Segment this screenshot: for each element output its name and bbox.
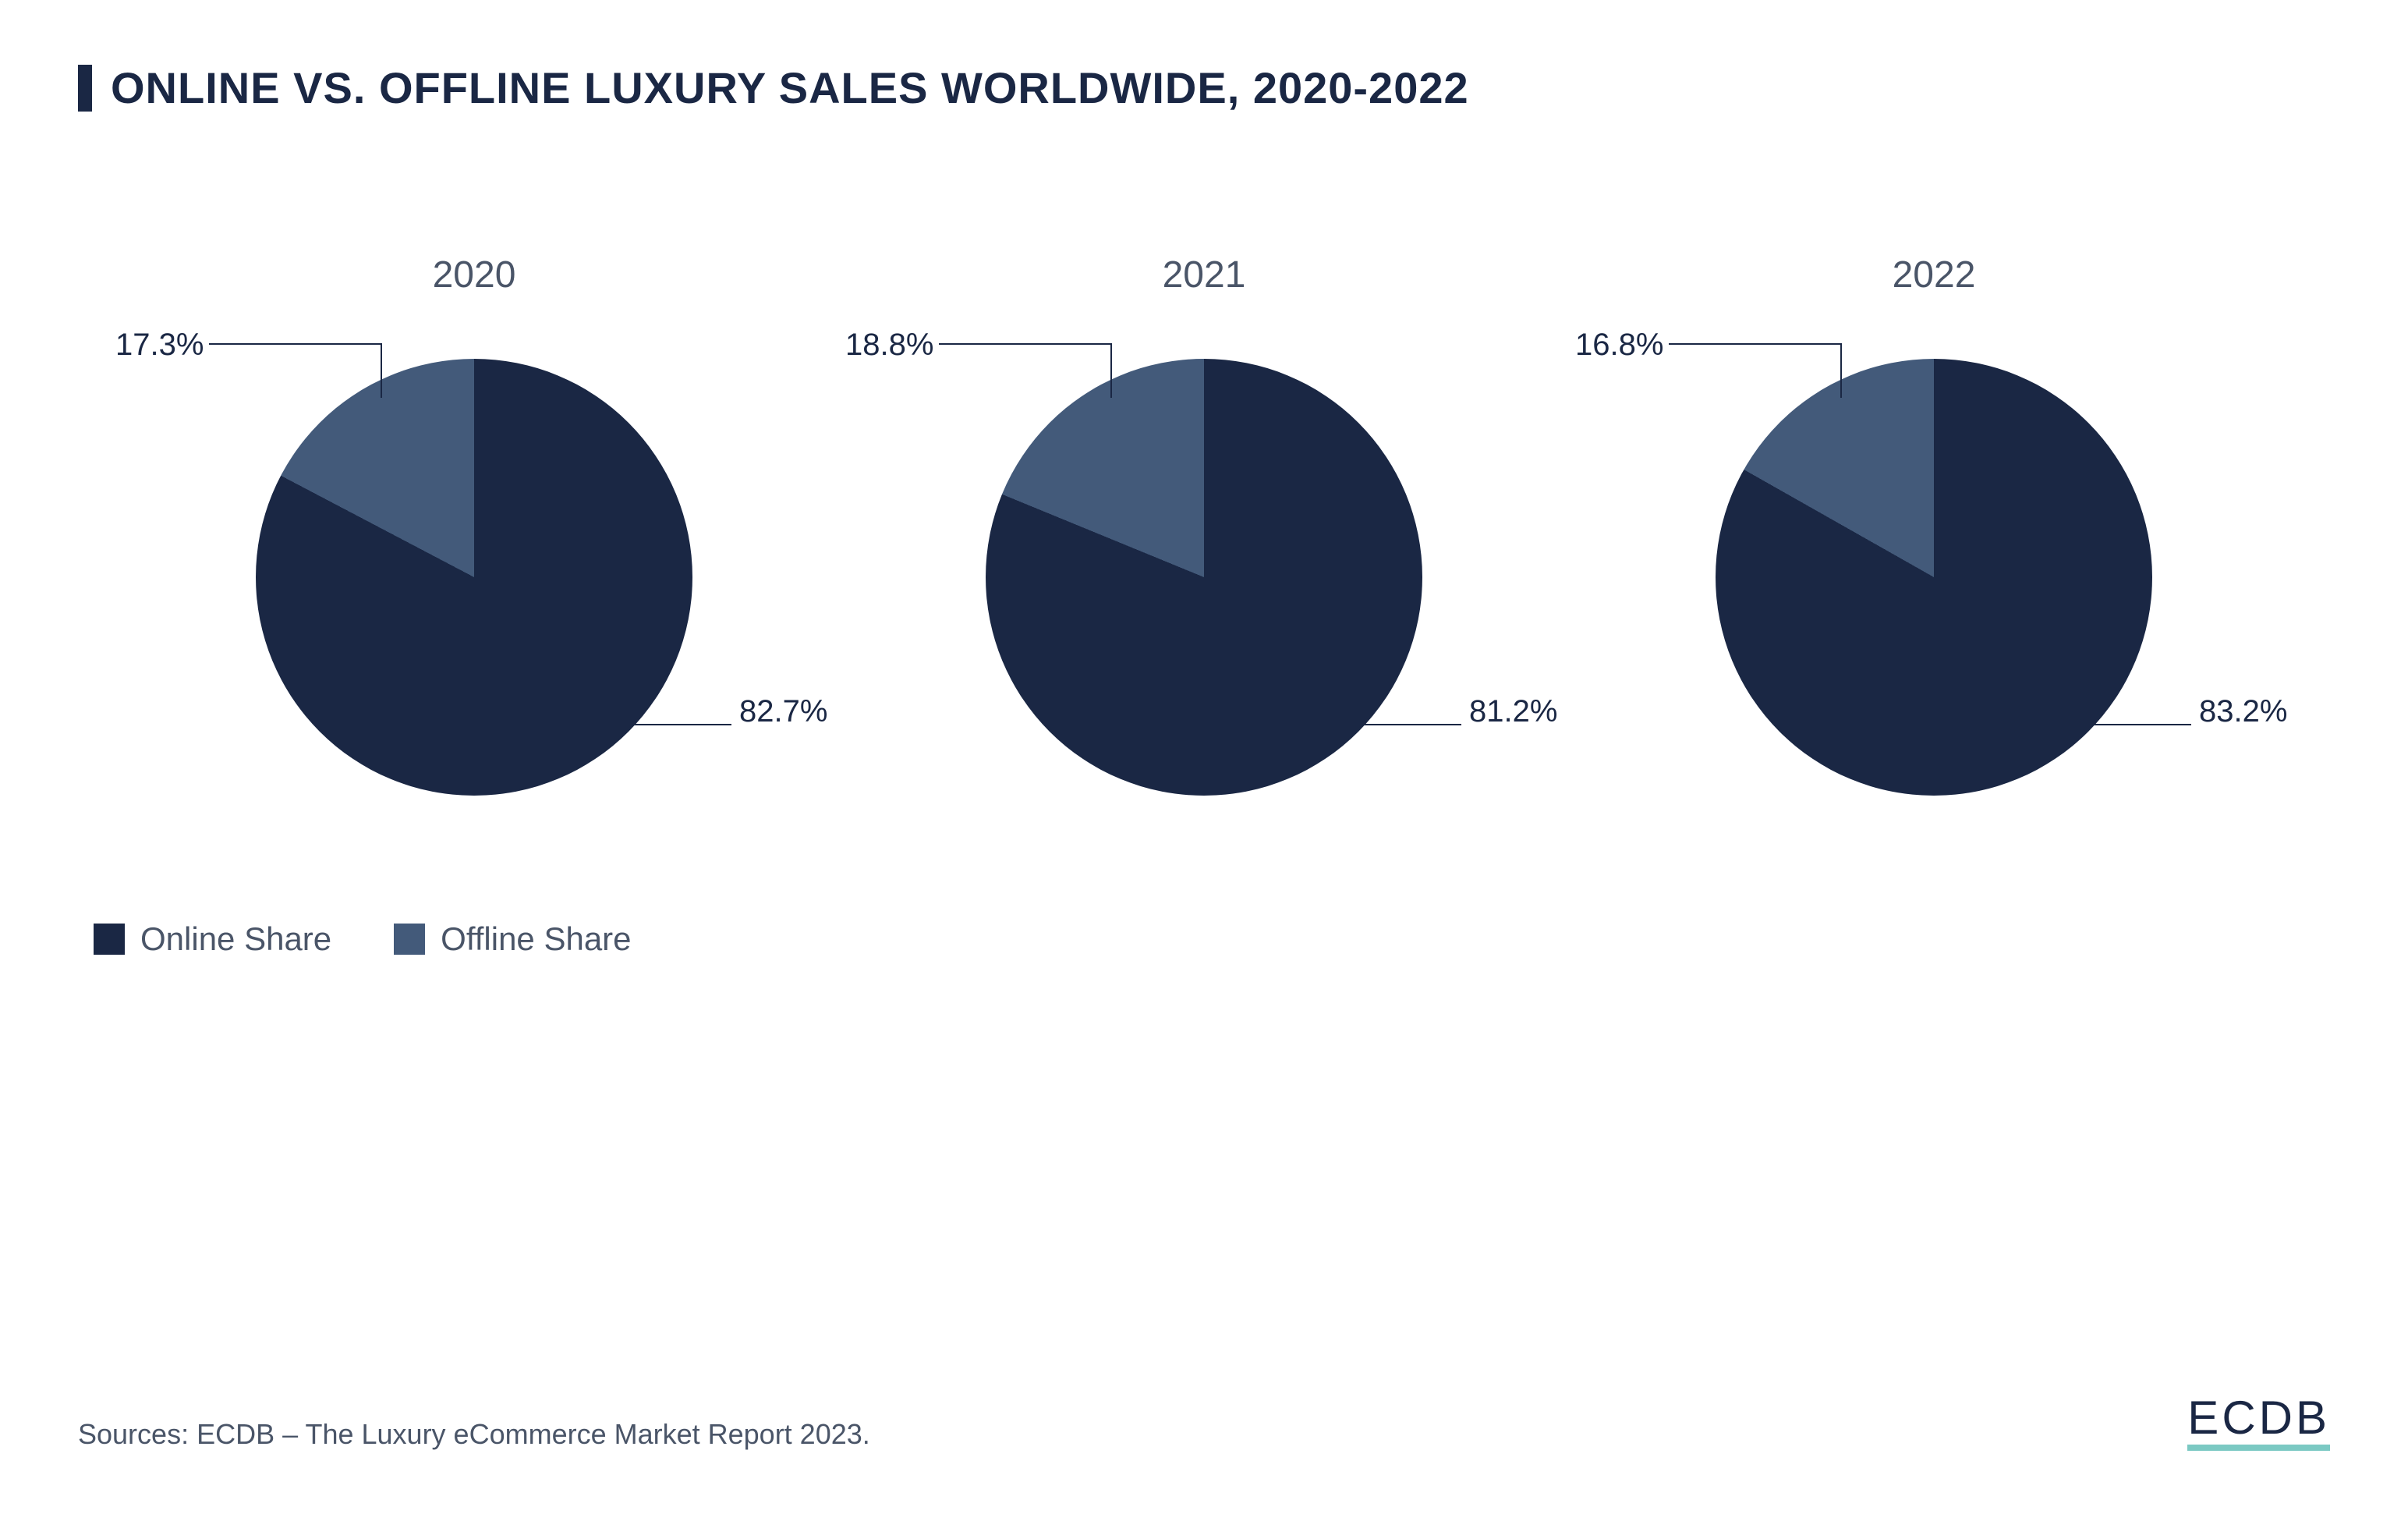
- pie-chart: [1716, 359, 2152, 796]
- leader-line: [381, 343, 382, 398]
- legend-item-offline: Offline Share: [394, 920, 631, 958]
- pie-chart: [256, 359, 692, 796]
- year-label: 2022: [1893, 254, 1976, 296]
- pie-wrap: 17.3% 82.7%: [256, 359, 692, 796]
- pie-panel-2022: 2022 16.8% 83.2%: [1583, 254, 2285, 796]
- leader-line: [939, 343, 1110, 345]
- leader-line: [630, 724, 731, 725]
- leader-line: [209, 343, 381, 345]
- offline-pct-label: 17.3%: [115, 328, 204, 363]
- online-pct-label: 83.2%: [2199, 694, 2287, 729]
- leader-line: [1669, 343, 1840, 345]
- legend-label: Offline Share: [441, 920, 631, 958]
- leader-line: [1840, 343, 1842, 398]
- pie-chart: [986, 359, 1422, 796]
- ecdb-logo: ECDB: [2187, 1395, 2330, 1451]
- leader-line: [1110, 343, 1112, 398]
- leader-line: [1360, 724, 1461, 725]
- offline-pct-label: 18.8%: [845, 328, 933, 363]
- charts-row: 2020 17.3% 82.7% 2021 18.8% 81.2% 2022 1…: [109, 254, 2299, 796]
- pie-wrap: 16.8% 83.2%: [1716, 359, 2152, 796]
- pie-panel-2021: 2021 18.8% 81.2%: [853, 254, 1555, 796]
- online-pct-label: 81.2%: [1469, 694, 1557, 729]
- legend-item-online: Online Share: [94, 920, 331, 958]
- source-text: Sources: ECDB – The Luxury eCommerce Mar…: [78, 1418, 870, 1451]
- legend-label: Online Share: [140, 920, 331, 958]
- chart-title: ONLINE VS. OFFLINE LUXURY SALES WORLDWID…: [111, 62, 1469, 113]
- pie-panel-2020: 2020 17.3% 82.7%: [123, 254, 825, 796]
- leader-line: [2090, 724, 2191, 725]
- leader-line: [1360, 679, 1362, 725]
- footer: Sources: ECDB – The Luxury eCommerce Mar…: [78, 1395, 2330, 1451]
- year-label: 2021: [1163, 254, 1246, 296]
- legend: Online Share Offline Share: [94, 920, 2330, 958]
- title-row: ONLINE VS. OFFLINE LUXURY SALES WORLDWID…: [78, 62, 2330, 113]
- legend-swatch: [394, 924, 425, 955]
- online-pct-label: 82.7%: [739, 694, 827, 729]
- title-marker: [78, 65, 92, 112]
- legend-swatch: [94, 924, 125, 955]
- leader-line: [2090, 679, 2091, 725]
- pie-wrap: 18.8% 81.2%: [986, 359, 1422, 796]
- offline-pct-label: 16.8%: [1575, 328, 1663, 363]
- leader-line: [630, 679, 632, 725]
- year-label: 2020: [433, 254, 516, 296]
